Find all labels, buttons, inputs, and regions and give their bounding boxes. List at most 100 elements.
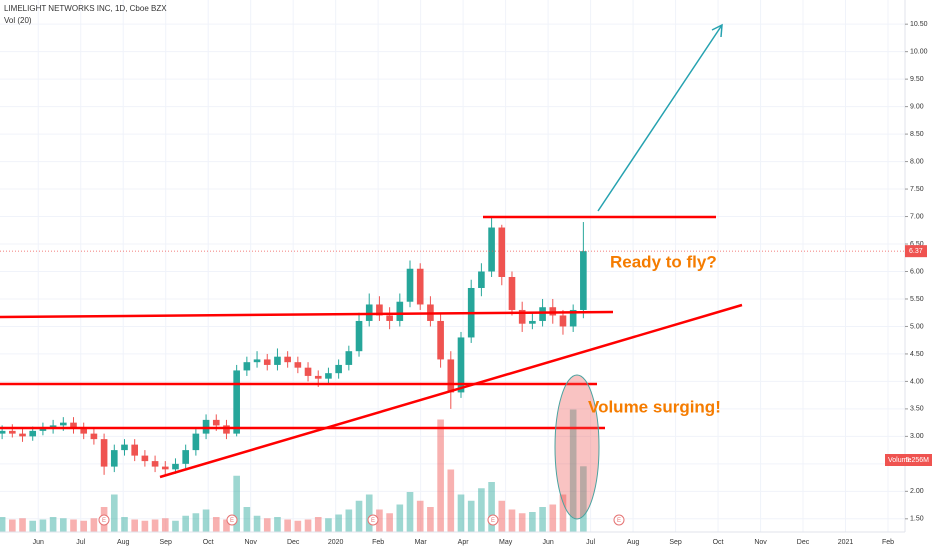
candle-body: [90, 433, 98, 440]
volume-bar: [488, 482, 495, 532]
candle-body: [223, 425, 230, 434]
y-tick-label: 8.50: [910, 131, 924, 138]
x-tick-label: Apr: [458, 539, 470, 546]
candle-body: [233, 370, 240, 434]
y-tick-label: 5.00: [910, 323, 924, 330]
last-price-tag: [905, 245, 927, 258]
volume-bar: [467, 500, 475, 532]
volume-bar: [345, 509, 353, 532]
candle-body: [182, 450, 189, 464]
volume-bar: [314, 517, 322, 532]
candle-body: [253, 359, 261, 363]
x-tick-label: Nov: [244, 539, 257, 546]
volume-bar: [202, 509, 210, 532]
axes: 1.502.002.503.003.504.004.505.005.506.00…: [0, 21, 932, 546]
earnings-icon: [367, 514, 379, 526]
volume-bar: [518, 513, 526, 532]
y-tick-label: 7.50: [910, 186, 924, 193]
earnings-icon: [613, 514, 625, 526]
candle-body: [274, 356, 281, 365]
candle-body: [29, 430, 37, 437]
y-tick-label: 6.50: [910, 241, 924, 248]
x-tick-label: Nov: [754, 539, 767, 546]
y-tick-label: 1.50: [910, 516, 924, 523]
volume-bar: [457, 494, 465, 532]
volume-bar: [70, 519, 77, 532]
volume-bar: [263, 518, 271, 532]
volume-bar: [131, 519, 139, 532]
x-tick-label: Jul: [76, 539, 85, 546]
candle-body: [518, 309, 526, 324]
volume-bar: [284, 519, 291, 532]
candle-body: [314, 375, 322, 379]
candle-body: [9, 430, 16, 434]
annotation: Ready to fly?: [610, 252, 717, 271]
x-tick-label: Oct: [203, 539, 214, 546]
earnings-label: E: [230, 518, 234, 524]
candle-body: [498, 227, 506, 277]
volume-bar: [59, 518, 67, 532]
candle-body: [345, 351, 353, 365]
candle-body: [110, 450, 118, 467]
x-tick-label: Sep: [159, 539, 172, 546]
volume-bar: [325, 518, 332, 532]
candle-body: [529, 320, 536, 324]
candle-body: [416, 268, 424, 305]
y-tick-label: 5.50: [910, 296, 924, 303]
volume-bar: [365, 494, 373, 532]
volume-bar: [304, 519, 312, 532]
volume-bar: [233, 475, 240, 532]
x-tick-label: Dec: [797, 539, 810, 546]
candle-body: [488, 227, 495, 272]
y-tick-label: 10.00: [910, 49, 928, 56]
x-tick-label: Mar: [415, 539, 428, 546]
candle-body: [39, 428, 47, 431]
candle-body: [284, 356, 291, 363]
earnings-label: E: [617, 518, 621, 524]
y-tick-label: 10.50: [910, 21, 928, 28]
candle-body: [100, 439, 108, 467]
candle-body: [121, 444, 128, 451]
candle-body: [243, 362, 251, 371]
volume-bar: [90, 518, 98, 532]
candle-body: [141, 455, 149, 462]
volume-bar: [539, 507, 546, 532]
candle-body: [151, 461, 159, 467]
volume-bar: [416, 500, 424, 532]
x-tick-label: Jul: [586, 539, 595, 546]
y-tick-label: 4.50: [910, 351, 924, 358]
x-tick-label: Jun: [33, 539, 44, 546]
indicator-title: Vol (20): [4, 16, 32, 25]
volume-tag: [885, 454, 932, 466]
candle-body: [304, 367, 312, 376]
grid: [0, 0, 905, 532]
volume-bar: [529, 512, 536, 532]
candle-body: [0, 430, 6, 434]
earnings-icon: [226, 514, 238, 526]
volume-bar: [192, 513, 200, 532]
y-tick-label: 3.50: [910, 406, 924, 413]
x-tick-label: Aug: [627, 539, 640, 546]
candle-body: [580, 251, 587, 310]
y-tick-label: 7.00: [910, 213, 924, 220]
volume-bar: [9, 519, 16, 532]
x-tick-label: Oct: [713, 539, 724, 546]
volume-bar: [161, 518, 169, 532]
volume-bar: [427, 507, 434, 532]
candle-body: [263, 359, 271, 365]
volume-bar: [437, 419, 444, 532]
candle-body: [335, 364, 342, 374]
x-tick-label: 2020: [328, 539, 344, 546]
candle-body: [508, 276, 516, 310]
volume-bar: [0, 517, 6, 532]
candle-body: [161, 466, 169, 470]
candle-body: [376, 304, 383, 316]
candle-body: [172, 463, 179, 470]
y-tick-label: 4.00: [910, 378, 924, 385]
candle-body: [131, 444, 139, 456]
volume-bar: [406, 492, 414, 532]
y-tick-label: 9.50: [910, 76, 924, 83]
